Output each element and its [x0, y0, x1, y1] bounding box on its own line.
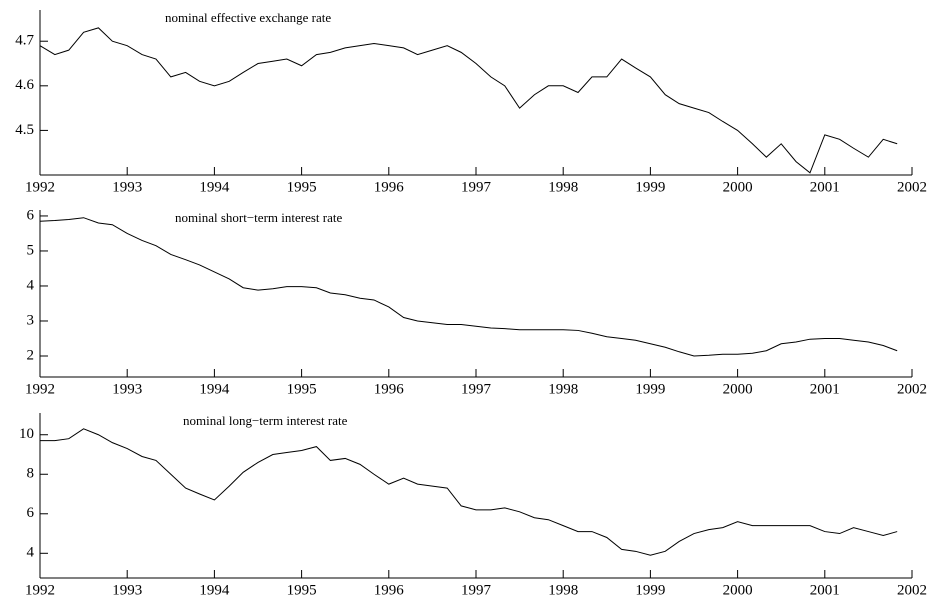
series-line	[40, 428, 898, 556]
y-tick-label: 8	[27, 466, 35, 482]
x-tick-label: 1994	[199, 582, 230, 598]
x-tick-label: 1996	[374, 179, 405, 195]
x-tick-label: 1996	[374, 582, 405, 598]
y-tick-label: 4.6	[15, 77, 34, 93]
y-tick-label: 10	[19, 426, 34, 442]
series-line	[39, 27, 898, 174]
y-tick-label: 4	[27, 545, 35, 561]
x-tick-label: 2002	[897, 582, 927, 598]
x-tick-label: 2001	[810, 179, 840, 195]
panel-title: nominal short−term interest rate	[175, 210, 342, 225]
x-tick-label: 1998	[548, 582, 578, 598]
x-tick-label: 1997	[461, 179, 492, 195]
x-tick-label: 1993	[112, 582, 142, 598]
x-tick-label: 2001	[810, 582, 840, 598]
x-tick-label: 2002	[897, 179, 927, 195]
y-tick-label: 6	[27, 207, 35, 223]
x-tick-label: 1992	[25, 582, 55, 598]
x-tick-label: 1997	[461, 381, 492, 397]
x-tick-label: 1993	[112, 179, 142, 195]
x-tick-label: 2000	[723, 582, 753, 598]
x-tick-label: 1996	[374, 381, 405, 397]
x-tick-label: 1997	[461, 582, 492, 598]
x-tick-label: 1999	[635, 582, 665, 598]
y-tick-label: 3	[27, 312, 35, 328]
x-tick-label: 1994	[199, 179, 230, 195]
x-tick-label: 1999	[635, 179, 665, 195]
x-tick-label: 2000	[723, 381, 753, 397]
y-tick-label: 4.7	[15, 33, 34, 49]
x-tick-label: 2002	[897, 381, 927, 397]
panel-title: nominal effective exchange rate	[165, 10, 331, 25]
x-tick-label: 1999	[635, 381, 665, 397]
y-tick-label: 2	[27, 347, 35, 363]
y-tick-label: 4.5	[15, 122, 34, 138]
x-tick-label: 1993	[112, 381, 142, 397]
x-tick-label: 2000	[723, 179, 753, 195]
x-tick-label: 1998	[548, 179, 578, 195]
panel-title: nominal long−term interest rate	[183, 413, 348, 428]
x-tick-label: 1998	[548, 381, 578, 397]
y-tick-label: 5	[27, 242, 35, 258]
x-tick-label: 1995	[287, 582, 317, 598]
x-tick-label: 1995	[287, 381, 317, 397]
x-tick-label: 1995	[287, 179, 317, 195]
series-line	[39, 217, 898, 357]
y-tick-label: 4	[27, 277, 35, 293]
x-tick-label: 1994	[199, 381, 230, 397]
y-tick-label: 6	[27, 505, 35, 521]
x-tick-label: 1992	[25, 381, 55, 397]
x-tick-label: 1992	[25, 179, 55, 195]
x-tick-label: 2001	[810, 381, 840, 397]
